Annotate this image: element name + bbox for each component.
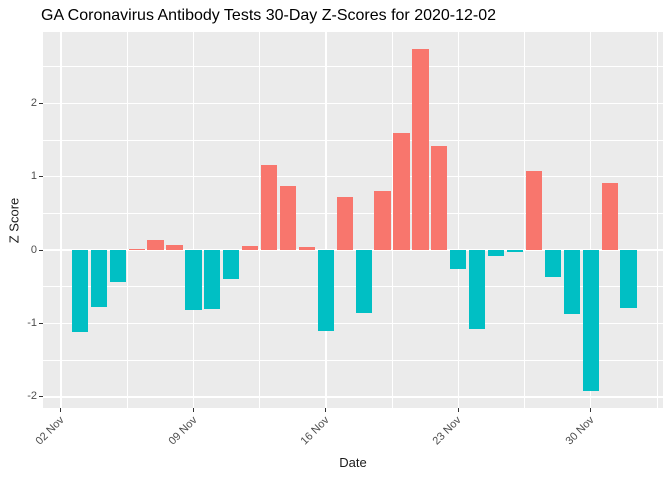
x-tick-label: 23 Nov — [430, 414, 465, 448]
plot-panel — [43, 32, 663, 408]
bar-2020-11-04 — [90, 250, 107, 308]
tick-mark — [39, 249, 43, 251]
bar-2020-11-10 — [204, 250, 221, 309]
y-axis-title-text: Z Score — [6, 197, 22, 243]
bar-2020-11-28 — [544, 250, 562, 277]
bar-2020-11-14 — [279, 186, 297, 251]
tick-mark — [39, 102, 43, 104]
bar-2020-11-27 — [525, 170, 543, 251]
bar-2020-11-21 — [412, 48, 429, 251]
minor-gridline-vertical — [126, 32, 128, 408]
x-tick-label: 02 Nov — [33, 414, 67, 448]
minor-gridline-vertical — [656, 32, 658, 408]
bar-2020-11-22 — [431, 145, 448, 251]
bar-2020-11-17 — [336, 196, 353, 251]
bar-2020-11-23 — [450, 250, 467, 270]
bar-2020-11-12 — [242, 245, 259, 251]
bar-2020-11-08 — [166, 244, 183, 251]
bar-2020-11-03 — [71, 250, 89, 332]
tick-mark — [325, 408, 327, 412]
y-tick-label: 1 — [30, 170, 37, 183]
bar-2020-11-25 — [487, 250, 505, 256]
x-tick-label: 30 Nov — [563, 414, 597, 448]
minor-gridline-horizontal — [43, 139, 663, 141]
major-gridline-horizontal — [43, 322, 663, 325]
bar-2020-11-07 — [147, 239, 164, 251]
minor-gridline-vertical — [524, 32, 525, 408]
tick-mark — [60, 408, 62, 412]
tick-mark — [590, 408, 592, 412]
bar-2020-11-16 — [317, 250, 334, 331]
minor-gridline-horizontal — [43, 66, 663, 67]
bar-2020-11-19 — [374, 190, 391, 251]
bar-2020-12-02 — [620, 250, 637, 309]
bar-2020-11-13 — [260, 164, 278, 251]
major-gridline-vertical — [457, 32, 459, 408]
x-tick-label: 09 Nov — [166, 414, 200, 448]
minor-gridline-horizontal — [43, 212, 663, 214]
x-tick-label: 16 Nov — [298, 414, 332, 448]
bar-2020-11-30 — [582, 250, 599, 392]
bar-2020-11-06 — [128, 248, 145, 251]
bar-2020-12-01 — [601, 183, 618, 251]
y-tick-label: 2 — [30, 96, 37, 109]
y-axis-title: Z Score — [0, 32, 27, 408]
tick-mark — [39, 323, 43, 325]
tick-mark — [192, 408, 194, 412]
y-tick-label: -2 — [27, 390, 37, 403]
y-tick-label: 0 — [30, 243, 37, 256]
y-tick-label: -1 — [27, 317, 37, 330]
bar-2020-11-29 — [563, 250, 580, 314]
bar-2020-11-11 — [223, 250, 240, 280]
major-gridline-vertical — [325, 32, 327, 408]
minor-gridline-vertical — [391, 32, 393, 408]
minor-gridline-vertical — [259, 32, 261, 408]
major-gridline-vertical — [590, 32, 592, 408]
major-gridline-horizontal — [43, 396, 663, 398]
tick-mark — [39, 396, 43, 398]
bar-2020-11-09 — [185, 250, 202, 310]
bar-2020-11-18 — [355, 250, 372, 313]
bar-2020-11-05 — [109, 250, 126, 283]
bar-2020-11-24 — [469, 250, 486, 329]
minor-gridline-horizontal — [43, 286, 663, 288]
major-gridline-horizontal — [43, 175, 663, 178]
major-gridline-vertical — [60, 32, 62, 408]
chart-title: GA Coronavirus Antibody Tests 30-Day Z-S… — [41, 7, 497, 24]
major-gridline-horizontal — [43, 102, 663, 104]
bar-2020-11-20 — [393, 133, 410, 251]
major-gridline-vertical — [192, 32, 195, 408]
bar-2020-11-26 — [506, 250, 524, 252]
tick-mark — [457, 408, 459, 412]
tick-mark — [39, 176, 43, 178]
x-axis-title: Date — [339, 455, 367, 470]
bar-2020-11-15 — [298, 247, 316, 251]
minor-gridline-horizontal — [43, 359, 663, 361]
major-gridline-horizontal — [43, 249, 663, 251]
